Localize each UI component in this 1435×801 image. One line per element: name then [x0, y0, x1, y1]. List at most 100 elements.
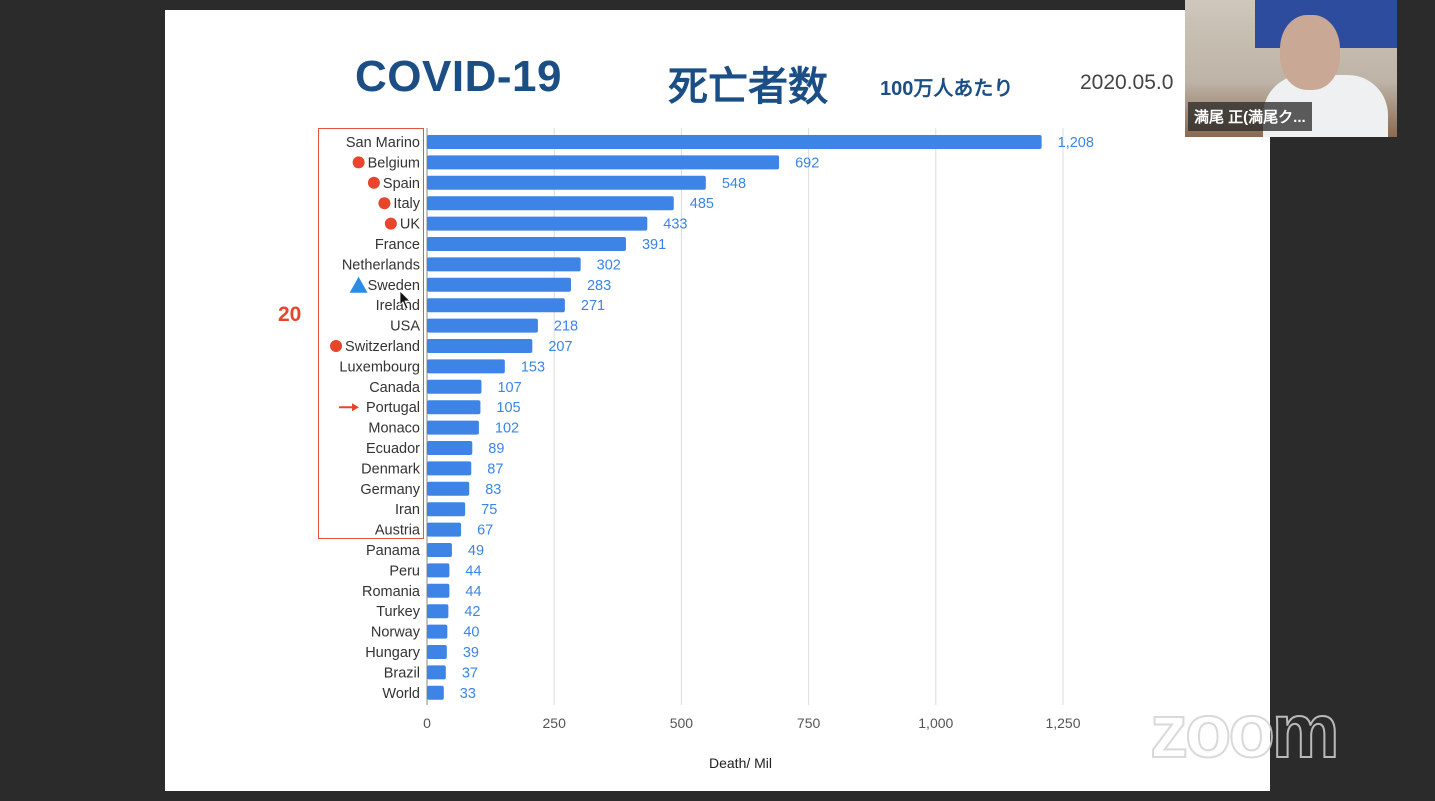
value-label: 283: [587, 278, 611, 294]
bar: [427, 645, 447, 659]
value-label: 44: [465, 563, 481, 579]
x-tick-label: 750: [797, 715, 821, 731]
value-label: 692: [795, 155, 819, 171]
category-label: Italy: [393, 196, 420, 212]
value-label: 207: [548, 339, 572, 355]
bar: [427, 196, 674, 211]
category-label: Turkey: [376, 604, 421, 620]
category-label: Netherlands: [342, 257, 420, 273]
bar: [427, 298, 565, 313]
category-label: UK: [400, 217, 420, 233]
category-label: Ecuador: [366, 441, 420, 457]
x-tick-label: 250: [543, 715, 567, 731]
red-dot-icon: [352, 156, 365, 169]
zoom-watermark: zoom: [1149, 688, 1340, 775]
bar: [427, 175, 706, 190]
value-label: 49: [468, 543, 484, 559]
bar: [427, 543, 452, 557]
chart-subtitle: 100万人あたり: [880, 78, 1014, 100]
value-label: 218: [554, 319, 578, 335]
value-label: 302: [597, 257, 621, 273]
category-label: Portugal: [366, 400, 420, 416]
participant-head: [1280, 15, 1340, 90]
x-axis-label: Death/ Mil: [709, 755, 773, 771]
category-label: Ireland: [376, 298, 420, 314]
bar: [427, 583, 450, 598]
chart-title: COVID-19: [355, 52, 562, 101]
value-label: 42: [464, 604, 480, 620]
bar: [427, 257, 581, 272]
value-label: 75: [481, 502, 497, 518]
x-tick-label: 500: [670, 715, 694, 731]
blue-triangle-icon: [349, 276, 368, 293]
category-label: Austria: [375, 523, 421, 539]
value-label: 40: [463, 625, 479, 641]
bar: [427, 379, 482, 394]
category-label: Belgium: [368, 155, 420, 171]
value-label: 37: [462, 665, 478, 681]
red-dot-icon: [330, 340, 343, 352]
bar: [427, 155, 780, 170]
value-label: 83: [485, 482, 501, 498]
bar: [427, 400, 481, 415]
participant-name: 満尾 正(満尾ク...: [1188, 102, 1312, 131]
category-label: Switzerland: [345, 339, 420, 355]
highlight-box: [318, 128, 424, 539]
category-label: Canada: [369, 380, 421, 396]
bar: [427, 441, 473, 455]
x-tick-label: 1,000: [918, 715, 953, 731]
value-label: 87: [487, 461, 503, 477]
bar: [427, 685, 444, 700]
participant-video[interactable]: 満尾 正(満尾ク...: [1185, 0, 1397, 137]
value-label: 102: [495, 421, 519, 437]
bar: [427, 318, 538, 333]
bar: [427, 237, 626, 251]
x-tick-label: 0: [423, 715, 431, 731]
category-label: Iran: [395, 502, 420, 518]
bar: [427, 522, 462, 537]
chart-title-jp: 死亡者数: [668, 65, 828, 109]
category-label: World: [382, 686, 420, 702]
value-label: 105: [496, 400, 520, 416]
red-dot-icon: [378, 197, 391, 210]
category-label: Monaco: [368, 421, 420, 437]
category-label: Romania: [362, 584, 421, 600]
value-label: 44: [465, 584, 481, 600]
value-label: 391: [642, 237, 666, 253]
category-label: Germany: [360, 482, 420, 498]
x-tick-label: 1,250: [1045, 715, 1080, 731]
value-label: 271: [581, 298, 605, 314]
category-label: Brazil: [384, 665, 420, 681]
category-label: Peru: [389, 563, 420, 579]
category-label: Panama: [366, 543, 421, 559]
red-dot-icon: [384, 217, 397, 230]
category-label: Denmark: [361, 461, 421, 477]
category-label: Hungary: [365, 645, 421, 661]
value-label: 67: [477, 523, 493, 539]
category-label: USA: [390, 319, 420, 335]
category-label: Spain: [383, 176, 420, 192]
value-label: 433: [663, 217, 687, 233]
bar: [427, 461, 472, 476]
category-label: France: [375, 237, 420, 253]
bar: [427, 216, 648, 231]
mouse-cursor-icon: [399, 290, 411, 310]
value-label: 153: [521, 359, 545, 375]
red-dot-icon: [367, 176, 380, 189]
value-label: 548: [722, 176, 746, 192]
category-label: Norway: [371, 625, 421, 641]
value-label: 1,208: [1058, 135, 1094, 151]
red-arrow-head-icon: [351, 403, 359, 412]
value-label: 39: [463, 645, 479, 661]
bar: [427, 420, 479, 435]
category-label: Luxembourg: [339, 359, 420, 375]
value-label: 107: [497, 380, 521, 396]
bar: [427, 624, 448, 639]
value-label: 485: [690, 196, 714, 212]
chart-date: 2020.05.0: [1080, 71, 1174, 94]
bar: [427, 135, 1042, 149]
bar: [427, 339, 533, 353]
bar: [427, 481, 470, 496]
category-label: Sweden: [368, 278, 420, 294]
